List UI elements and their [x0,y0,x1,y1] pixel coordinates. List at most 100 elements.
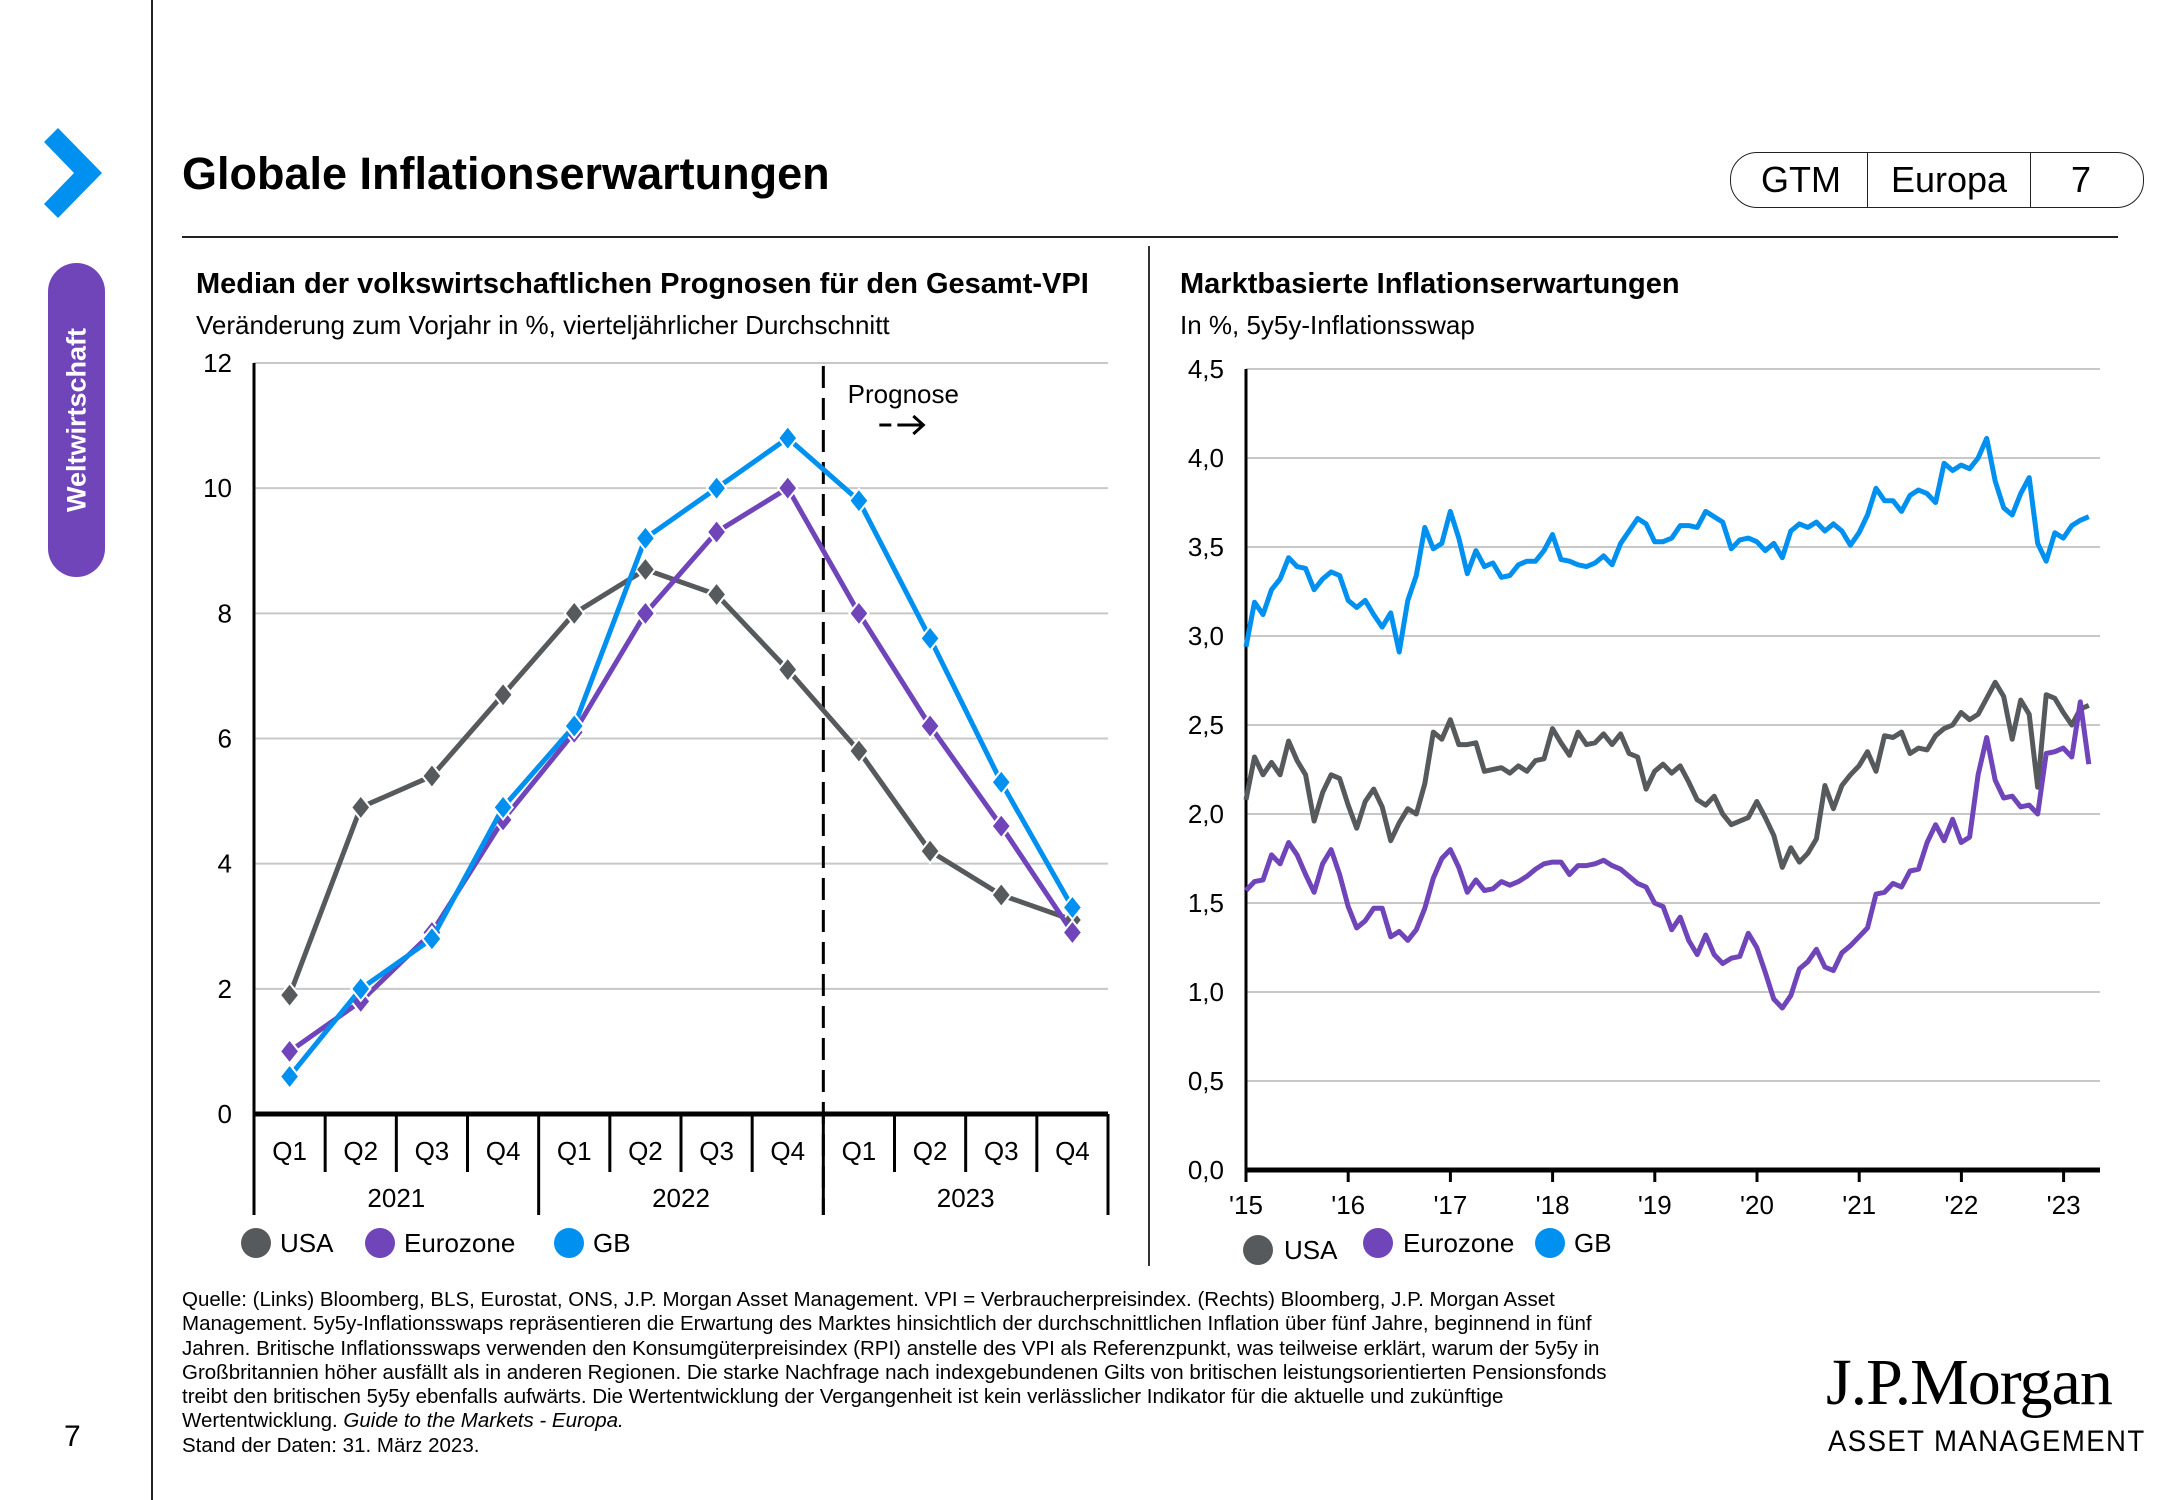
x-year-label: 2022 [652,1183,710,1213]
data-point-marker [776,656,799,684]
left-chart-title: Median der volkswirtschaftlichen Prognos… [196,268,1089,300]
y-tick-label: 3,0 [1188,621,1224,651]
data-point-marker [990,881,1013,909]
x-tick-label: '15 [1229,1190,1263,1220]
y-tick-label: 0,0 [1188,1155,1224,1185]
jpmorgan-logo: J.P.Morgan [1826,1346,2113,1419]
page-title: Globale Inflationserwartungen [182,148,830,199]
series-line-eurozone [288,485,1075,1054]
legend-swatch [1363,1228,1393,1258]
legend-label: Eurozone [1403,1228,1514,1258]
data-point-marker [705,474,728,502]
data-point-marker [919,837,941,865]
x-tick-label: '23 [2047,1190,2081,1220]
x-category-label: Q4 [770,1136,805,1166]
left-chart-subtitle: Veränderung zum Vorjahr in %, vierteljäh… [196,310,890,340]
legend-label: USA [1284,1235,1338,1265]
data-point-marker [563,712,586,740]
section-tab[interactable]: Weltwirtschaft [48,263,105,577]
x-category-label: Q1 [557,1136,592,1166]
chart-separator [1148,246,1150,1266]
data-point-marker [563,599,586,627]
forecast-label: Prognose [848,379,959,409]
data-point-marker [848,599,870,627]
series-line-gb [287,435,1075,1079]
data-point-marker [848,487,870,515]
x-category-label: Q4 [1055,1136,1090,1166]
data-point-marker [776,424,799,452]
x-category-label: Q1 [272,1136,307,1166]
legend-swatch [1243,1235,1273,1265]
data-point-marker [776,474,799,502]
x-category-label: Q3 [415,1136,450,1166]
right-chart-subtitle: In %, 5y5y-Inflationsswap [1180,310,1475,340]
data-point-marker [1061,918,1084,947]
y-tick-label: 1,0 [1188,977,1224,1007]
x-category-label: Q3 [984,1136,1019,1166]
right-chart-title: Marktbasierte Inflationserwartungen [1180,268,1680,300]
y-tick-label: 4 [218,849,232,879]
data-point-marker [919,712,941,740]
series-line-usa [1243,679,2090,870]
x-tick-label: '18 [1536,1190,1570,1220]
data-point-marker [919,624,941,652]
footnote-date: Stand der Daten: 31. März 2023. [182,1433,480,1457]
badge-region: Europa [1867,153,2030,207]
badge-gtm: GTM [1761,159,1841,200]
data-point-marker [634,555,657,584]
y-tick-label: 4,5 [1188,354,1224,384]
footnote-line: Management. 5y5y-Inflationsswaps repräse… [182,1312,1592,1336]
data-point-marker [421,925,443,953]
legend-label: Eurozone [404,1228,515,1258]
left-margin-rule [151,0,153,1500]
x-year-label: 2023 [937,1183,995,1213]
y-tick-label: 10 [203,473,232,503]
x-category-label: Q4 [486,1136,521,1166]
series-line-usa [287,567,1074,996]
right-chart-plot: 0,0 0,5 1,0 1,5 2,0 2,5 3,0 3,5 4,0 4,5 '15 '16 '17… [1188,354,2100,1265]
data-point-marker [349,975,372,1003]
series-line-eurozone [1244,699,2092,1011]
footnote-text: Wertentwicklung. [182,1409,344,1433]
x-tick-label: '22 [1944,1190,1978,1220]
data-point-marker [1061,893,1084,922]
legend-label: GB [593,1228,631,1258]
gtm-badge: GTM Europa 7 [1730,152,2144,208]
y-tick-label: 6 [218,724,232,754]
data-point-marker [492,793,514,821]
forecast-arrow-head [912,414,926,436]
badge-page: 7 [2030,153,2143,207]
header-divider [182,236,2118,238]
data-point-marker [990,768,1013,796]
legend-label: GB [1574,1228,1612,1258]
data-point-marker [848,737,870,765]
y-tick-label: 8 [218,598,232,628]
legend-swatch [365,1228,395,1258]
y-tick-label: 1,5 [1188,888,1224,918]
data-point-marker [278,981,301,1009]
y-tick-label: 3,5 [1188,532,1224,562]
y-tick-label: 2,5 [1188,710,1224,740]
y-tick-label: 2,0 [1188,799,1224,829]
x-category-label: Q3 [699,1136,734,1166]
x-category-label: Q2 [913,1136,948,1166]
y-tick-label: 0 [218,1099,232,1129]
page-number: 7 [64,1420,81,1453]
series-line-gb [1243,435,2090,655]
x-category-label: Q1 [842,1136,877,1166]
data-point-marker [634,524,657,552]
data-point-marker [349,793,372,821]
y-tick-label: 0,5 [1188,1066,1224,1096]
x-tick-label: '19 [1638,1190,1672,1220]
x-category-label: Q2 [628,1136,663,1166]
footnote: Quelle: (Links) Bloomberg, BLS, Eurostat… [182,1288,1742,1458]
footnote-line: Jahren. Britische Inflationsswaps verwen… [182,1336,1600,1360]
data-point-marker [421,762,443,790]
legend-swatch [241,1228,271,1258]
left-chart-plot: 0 2 4 6 8 10 12 Q1 Q2 Q3 Q4 Q1 Q2 Q3 Q4 Q1 Q2 Q3 Q4 2021 20… [203,348,1110,1258]
x-tick-label: '17 [1433,1190,1467,1220]
footnote-line: Wertentwicklung. Guide to the Markets - … [182,1409,1742,1433]
legend-swatch [1535,1228,1565,1258]
y-tick-label: 4,0 [1188,443,1224,473]
x-year-label: 2021 [367,1183,425,1213]
